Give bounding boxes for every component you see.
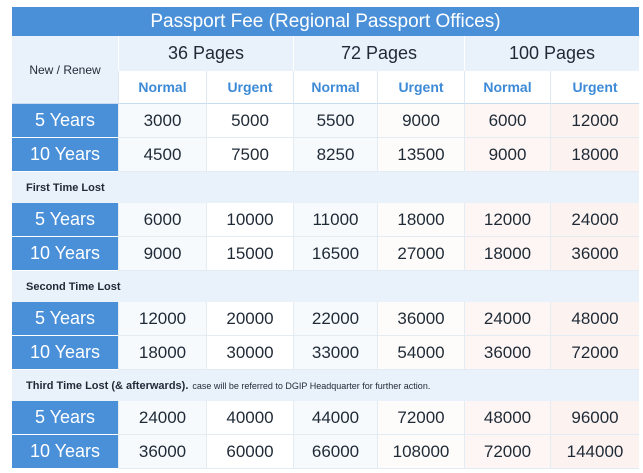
fee-cell: 18000: [550, 138, 639, 172]
fee-cell: 9000: [464, 138, 550, 172]
fee-cell: 8250: [293, 138, 377, 172]
fee-cell: 24000: [118, 401, 206, 435]
fee-cell: 9000: [118, 237, 206, 271]
fee-cell: 144000: [550, 435, 639, 469]
fee-cell: 48000: [550, 302, 639, 336]
fee-cell: 5500: [293, 104, 377, 138]
section-label-text: Second Time Lost: [26, 280, 121, 293]
fee-cell: 30000: [206, 336, 293, 370]
header-36-pages: 36 Pages: [118, 36, 293, 71]
fee-cell: 40000: [206, 401, 293, 435]
duration-label: 10 Years: [12, 336, 118, 370]
duration-label: 5 Years: [12, 302, 118, 336]
subheader-urgent: Urgent: [377, 71, 464, 104]
fee-cell: 15000: [206, 237, 293, 271]
duration-label: 10 Years: [12, 237, 118, 271]
fee-cell: 72000: [377, 401, 464, 435]
fee-cell: 24000: [550, 203, 639, 237]
fee-cell: 24000: [464, 302, 550, 336]
fee-cell: 13500: [377, 138, 464, 172]
duration-label: 5 Years: [12, 203, 118, 237]
fee-cell: 9000: [377, 104, 464, 138]
fee-cell: 60000: [206, 435, 293, 469]
fee-cell: 66000: [293, 435, 377, 469]
duration-label: 5 Years: [12, 401, 118, 435]
section-label: First Time Lost: [12, 172, 639, 203]
fee-cell: 18000: [464, 237, 550, 271]
fee-cell: 11000: [293, 203, 377, 237]
fee-cell: 72000: [464, 435, 550, 469]
fee-cell: 12000: [550, 104, 639, 138]
fee-cell: 7500: [206, 138, 293, 172]
fee-cell: 16500: [293, 237, 377, 271]
fee-cell: 36000: [550, 237, 639, 271]
fee-cell: 22000: [293, 302, 377, 336]
passport-fee-table: Passport Fee (Regional Passport Offices)…: [12, 7, 639, 469]
fee-cell: 20000: [206, 302, 293, 336]
fee-cell: 12000: [118, 302, 206, 336]
header-72-pages: 72 Pages: [293, 36, 464, 71]
section-label: Second Time Lost: [12, 271, 639, 302]
fee-cell: 72000: [550, 336, 639, 370]
header-100-pages: 100 Pages: [464, 36, 639, 71]
fee-cell: 54000: [377, 336, 464, 370]
table-title: Passport Fee (Regional Passport Offices): [12, 7, 639, 36]
fee-cell: 5000: [206, 104, 293, 138]
fee-cell: 3000: [118, 104, 206, 138]
fee-grid: New / Renew 36 Pages 72 Pages 100 Pages …: [12, 36, 639, 469]
fee-cell: 6000: [118, 203, 206, 237]
subheader-urgent: Urgent: [550, 71, 639, 104]
fee-cell: 6000: [464, 104, 550, 138]
fee-cell: 36000: [464, 336, 550, 370]
section-label: Third Time Lost (& afterwards). case will…: [12, 370, 639, 401]
duration-label: 10 Years: [12, 435, 118, 469]
subheader-normal: Normal: [293, 71, 377, 104]
fee-cell: 4500: [118, 138, 206, 172]
fee-cell: 18000: [377, 203, 464, 237]
fee-cell: 108000: [377, 435, 464, 469]
fee-cell: 27000: [377, 237, 464, 271]
row-label-header: New / Renew: [12, 36, 118, 104]
duration-label: 5 Years: [12, 104, 118, 138]
fee-cell: 10000: [206, 203, 293, 237]
subheader-urgent: Urgent: [206, 71, 293, 104]
subheader-normal: Normal: [464, 71, 550, 104]
fee-cell: 33000: [293, 336, 377, 370]
fee-cell: 12000: [464, 203, 550, 237]
fee-cell: 36000: [118, 435, 206, 469]
fee-cell: 36000: [377, 302, 464, 336]
section-note: case will be referred to DGIP Headquarte…: [192, 380, 431, 391]
section-label-text: Third Time Lost (& afterwards).: [26, 379, 189, 392]
section-label-text: First Time Lost: [26, 181, 105, 194]
fee-cell: 96000: [550, 401, 639, 435]
subheader-normal: Normal: [118, 71, 206, 104]
fee-cell: 18000: [118, 336, 206, 370]
fee-cell: 44000: [293, 401, 377, 435]
duration-label: 10 Years: [12, 138, 118, 172]
fee-cell: 48000: [464, 401, 550, 435]
